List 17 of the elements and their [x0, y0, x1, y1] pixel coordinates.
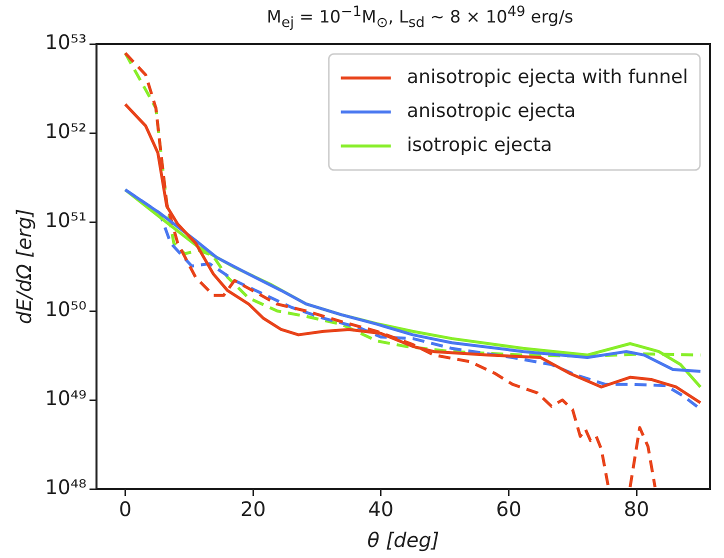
legend-label: anisotropic ejecta [406, 100, 576, 122]
y-tick-label: 10⁵² [45, 119, 86, 144]
legend-label: anisotropic ejecta with funnel [406, 66, 688, 88]
y-axis-title: dE/dΩ [erg] [12, 208, 36, 324]
y-tick-label: 10⁴⁹ [45, 386, 86, 410]
legend-label: isotropic ejecta [406, 134, 552, 156]
x-tick-label: 60 [496, 497, 522, 522]
x-axis-title: θ [deg] [367, 528, 440, 552]
x-tick-label: 0 [118, 497, 132, 522]
y-tick-label: 10⁵³ [45, 30, 86, 54]
y-tick-label: 10⁵¹ [45, 208, 86, 232]
y-tick-label: 10⁵⁰ [45, 297, 86, 322]
x-tick-label: 20 [240, 497, 266, 522]
x-tick-label: 80 [624, 497, 650, 522]
chart-title: M$_{ej}$ = 10$^{−1}$M$_{⊙}$, L$_{sd}$ ~ 8 × 10$^{49}$ erg/s [266, 4, 574, 32]
x-tick-label: 40 [368, 497, 394, 522]
y-tick-label: 10⁴⁸ [45, 475, 86, 500]
